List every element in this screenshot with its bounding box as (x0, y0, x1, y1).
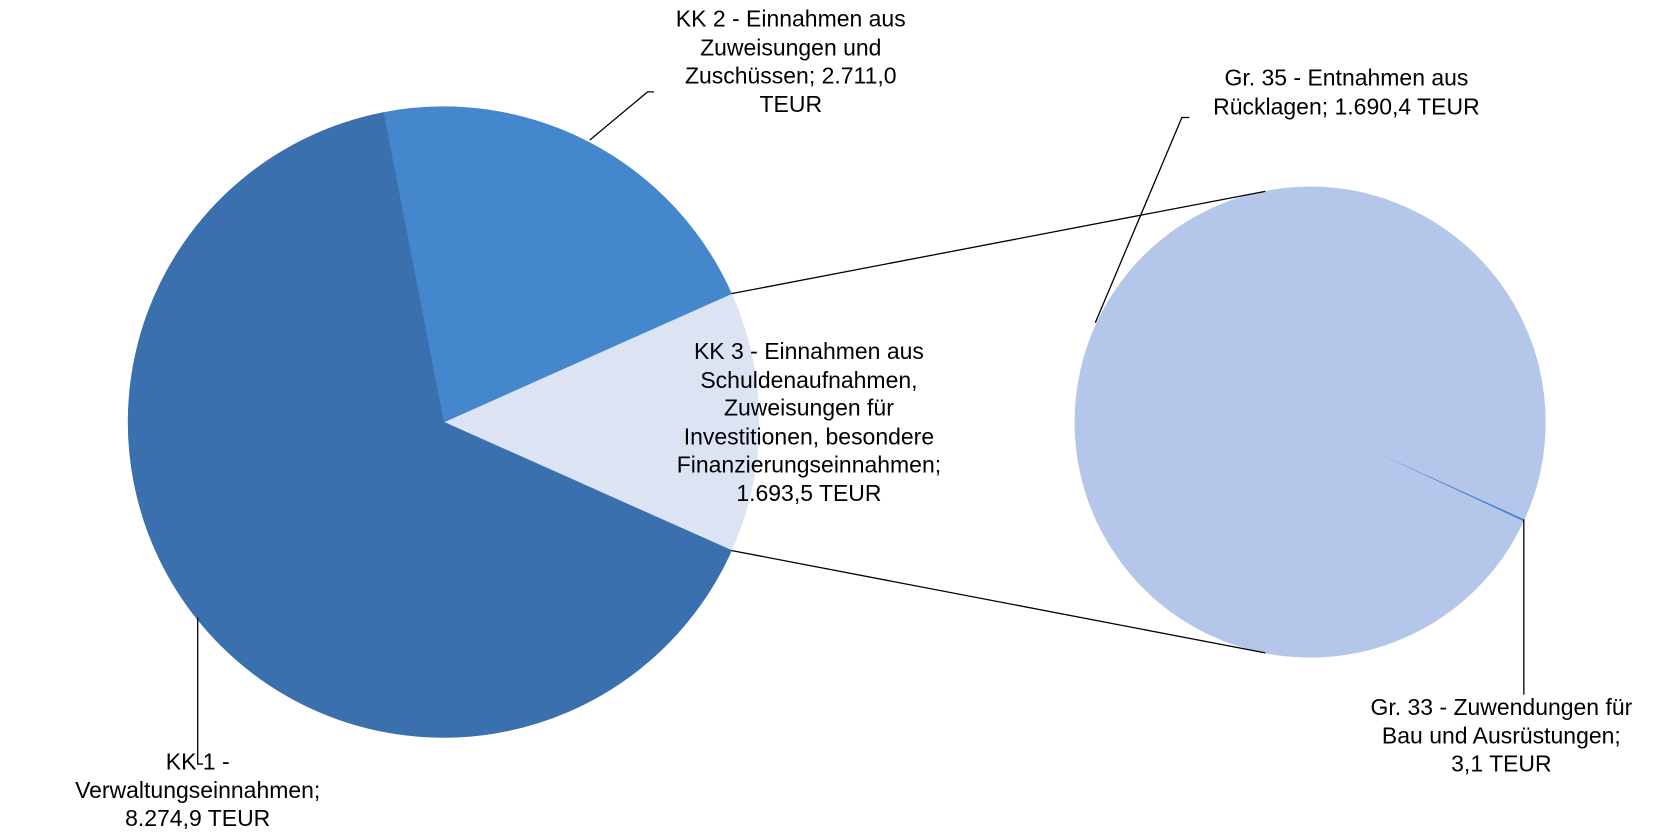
data-label: Gr. 33 - Zuwendungen für Bau und Ausrüst… (1370, 694, 1633, 777)
connector-line (731, 549, 1266, 654)
leader-lines (197, 91, 1525, 765)
leader-line (197, 617, 204, 765)
data-label: KK 2 - Einnahmen aus Zuweisungen und Zus… (675, 6, 906, 118)
connector-line (731, 190, 1266, 295)
pie-slice (442, 293, 760, 552)
pie-slice (127, 112, 732, 738)
data-label: KK 1 - Verwaltungseinnahmen; 8.274,9 TEU… (75, 749, 321, 832)
leader-line (589, 91, 654, 141)
pie-slice (1074, 187, 1546, 659)
leader-line (1094, 116, 1190, 323)
pie-slice (382, 106, 732, 423)
data-label: KK 3 - Einnahmen aus Schuldenaufnahmen, … (676, 338, 942, 506)
data-label: Gr. 35 - Entnahmen aus Rücklagen; 1.690,… (1213, 65, 1480, 120)
